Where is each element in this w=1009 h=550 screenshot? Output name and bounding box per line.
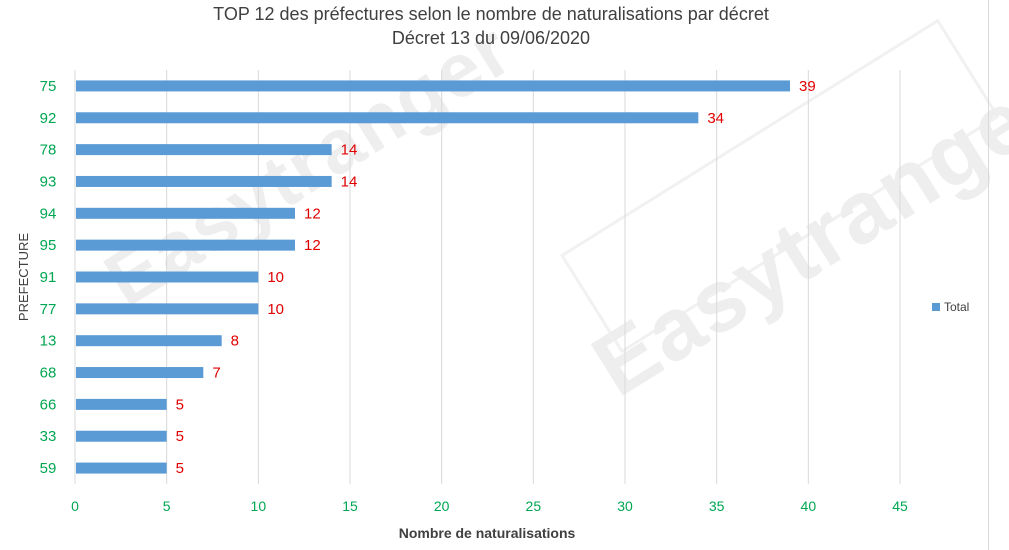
x-tick-label: 30 bbox=[617, 498, 633, 514]
category-label: 92 bbox=[40, 110, 57, 127]
category-label: 13 bbox=[40, 333, 57, 350]
legend-label: Total bbox=[944, 300, 970, 314]
data-label: 12 bbox=[304, 205, 321, 222]
bar bbox=[76, 335, 222, 347]
category-label: 59 bbox=[40, 460, 57, 477]
bar bbox=[76, 271, 259, 283]
bar bbox=[76, 303, 259, 315]
category-label: 33 bbox=[40, 428, 57, 445]
chart-title: TOP 12 des préfectures selon le nombre d… bbox=[213, 4, 769, 24]
data-label: 39 bbox=[799, 78, 816, 95]
chart-frame-border bbox=[988, 0, 989, 550]
data-label: 8 bbox=[231, 333, 239, 350]
category-label: 78 bbox=[40, 142, 57, 159]
data-label: 5 bbox=[176, 396, 184, 413]
data-label: 14 bbox=[341, 142, 358, 159]
bar bbox=[76, 112, 699, 124]
bar bbox=[76, 430, 167, 442]
bar bbox=[76, 207, 295, 219]
data-label: 5 bbox=[176, 428, 184, 445]
chart-subtitle: Décret 13 du 09/06/2020 bbox=[391, 28, 591, 48]
x-tick-label: 25 bbox=[526, 498, 542, 514]
data-label: 5 bbox=[176, 460, 184, 477]
category-label: 93 bbox=[40, 173, 57, 190]
x-tick-label: 40 bbox=[801, 498, 817, 514]
x-tick-label: 15 bbox=[342, 498, 358, 514]
data-label: 10 bbox=[267, 269, 284, 286]
data-label: 10 bbox=[267, 301, 284, 318]
x-tick-label: 10 bbox=[251, 498, 267, 514]
category-label: 94 bbox=[40, 205, 57, 222]
x-tick-label: 5 bbox=[163, 498, 171, 514]
legend-swatch bbox=[932, 303, 940, 311]
bar bbox=[76, 80, 790, 92]
category-label: 91 bbox=[40, 269, 57, 286]
bar bbox=[76, 367, 204, 379]
x-tick-label: 0 bbox=[71, 498, 79, 514]
chart-legend: Total bbox=[932, 300, 969, 314]
chart-title-block: TOP 12 des préfectures selon le nombre d… bbox=[0, 2, 982, 50]
category-label: 66 bbox=[40, 396, 57, 413]
bar bbox=[76, 462, 167, 474]
data-label: 7 bbox=[212, 365, 220, 382]
x-tick-label: 45 bbox=[892, 498, 908, 514]
category-label: 95 bbox=[40, 237, 57, 254]
x-tick-label: 35 bbox=[709, 498, 725, 514]
bar bbox=[76, 144, 332, 156]
x-axis-title: Nombre de naturalisations bbox=[399, 525, 576, 541]
data-label: 14 bbox=[341, 173, 358, 190]
category-label: 77 bbox=[40, 301, 57, 318]
category-label: 68 bbox=[40, 365, 57, 382]
x-tick-label: 20 bbox=[434, 498, 450, 514]
data-label: 34 bbox=[707, 110, 724, 127]
category-label: 75 bbox=[40, 78, 57, 95]
data-label: 12 bbox=[304, 237, 321, 254]
bar bbox=[76, 175, 332, 187]
bar bbox=[76, 398, 167, 410]
bar bbox=[76, 239, 295, 251]
y-axis-title: PREFECTURE bbox=[16, 233, 31, 321]
